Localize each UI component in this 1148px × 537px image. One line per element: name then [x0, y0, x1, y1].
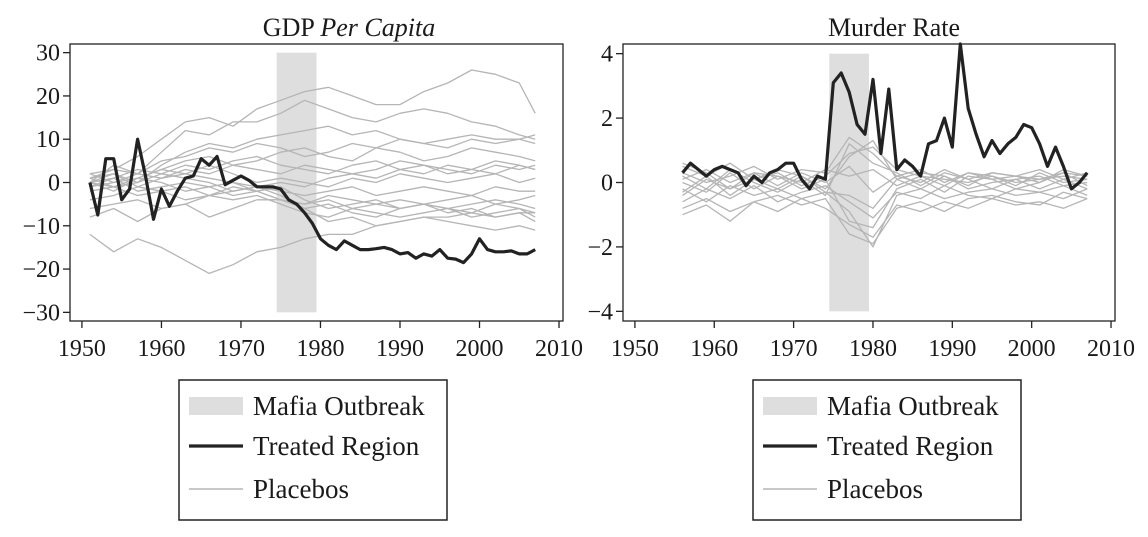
legend-murder-rate: Mafia Outbreak Treated Region Placebos — [752, 379, 1022, 521]
y-tick-label-0: 0 — [48, 171, 60, 197]
chart-title-gdp: GDP Per Capita — [263, 13, 435, 42]
gdp-plot-area: 1950 1960 1970 1980 1990 2000 20103020100−10−2… — [22, 41, 583, 362]
placebo-line-11 — [682, 168, 1088, 193]
placebo-line-14 — [89, 134, 536, 179]
placebo-line-4 — [682, 172, 1088, 229]
x-tick-label-1980: 1980 — [849, 336, 897, 362]
placebo-line-13 — [89, 186, 536, 223]
x-tick-label-2010: 2010 — [1087, 336, 1135, 362]
legend-label-outbreak: Mafia Outbreak — [827, 391, 999, 421]
chart-title-murder-rate: Murder Rate — [828, 13, 960, 42]
placebo-line-10 — [682, 197, 1088, 238]
y-tick-label--30: −30 — [22, 300, 60, 326]
placebo-line-2 — [682, 191, 1088, 245]
x-tick-label-2000: 2000 — [456, 336, 504, 362]
placebo-line-5 — [89, 125, 536, 184]
y-tick-label--10: −10 — [22, 214, 60, 240]
legend-gdp: Mafia Outbreak Treated Region Placebos — [178, 379, 448, 521]
placebo-line-15 — [89, 160, 536, 188]
placebo-line-7 — [89, 155, 536, 188]
x-tick-label-1950: 1950 — [58, 336, 106, 362]
x-tick-label-1990: 1990 — [376, 336, 424, 362]
legend-label-treated: Treated Region — [827, 431, 994, 461]
y-tick-label-4: 4 — [601, 42, 613, 68]
x-tick-label-1960: 1960 — [690, 336, 738, 362]
y-tick-label--4: −4 — [587, 299, 613, 325]
legend-swatch-outbreak — [763, 397, 817, 415]
x-tick-label-1960: 1960 — [137, 336, 185, 362]
y-tick-label--2: −2 — [587, 235, 613, 261]
placebo-line-7 — [682, 165, 1088, 193]
x-tick-label-1990: 1990 — [928, 336, 976, 362]
placebo-line-9 — [89, 173, 536, 197]
x-tick-label-1950: 1950 — [611, 336, 659, 362]
legend-swatch-outbreak — [189, 397, 243, 415]
placebo-line-8 — [682, 185, 1088, 219]
treated-region-line — [681, 42, 1089, 191]
placebo-line-3 — [89, 69, 536, 175]
legend-label-outbreak: Mafia Outbreak — [253, 391, 425, 421]
placebo-line-6 — [89, 147, 536, 192]
y-tick-label-2: 2 — [601, 106, 613, 132]
treated-region-line — [88, 137, 536, 265]
placebo-line-3 — [682, 143, 1088, 197]
legend-label-placebos: Placebos — [827, 474, 923, 504]
y-tick-label-10: 10 — [36, 127, 60, 153]
x-tick-label-1970: 1970 — [217, 336, 265, 362]
x-tick-label-2010: 2010 — [535, 336, 583, 362]
x-tick-label-2000: 2000 — [1008, 336, 1056, 362]
placebo-line-4 — [89, 99, 536, 184]
placebo-line-8 — [89, 164, 536, 188]
murder-rate-plot-area: 1950 1960 1970 1980 1990 2000 2010 4 2 0 −2 −4 — [587, 42, 1135, 362]
legend-label-placebos: Placebos — [253, 474, 349, 504]
placebo-line-12 — [89, 168, 536, 231]
legend-label-treated: Treated Region — [253, 431, 420, 461]
y-tick-label-0: 0 — [601, 171, 613, 197]
placebo-line-16 — [89, 177, 536, 210]
placebo-line-10 — [89, 177, 536, 210]
placebo-line-9 — [682, 136, 1088, 184]
y-tick-label--20: −20 — [22, 257, 60, 283]
x-tick-label-1980: 1980 — [296, 336, 344, 362]
x-tick-label-1970: 1970 — [770, 336, 818, 362]
placebo-line-1 — [89, 212, 536, 275]
gdp-per-capita-panel: GDP Per Capita 1950 1960 1970 1980 1990 2000 2… — [22, 13, 583, 362]
placebo-line-17 — [89, 164, 536, 210]
murder-rate-panel: Murder Rate 1950 1960 1970 1980 1990 2000 2010… — [587, 13, 1135, 362]
y-tick-label-20: 20 — [36, 84, 60, 110]
placebo-line-5 — [682, 139, 1088, 190]
y-tick-label-30: 30 — [36, 41, 60, 67]
